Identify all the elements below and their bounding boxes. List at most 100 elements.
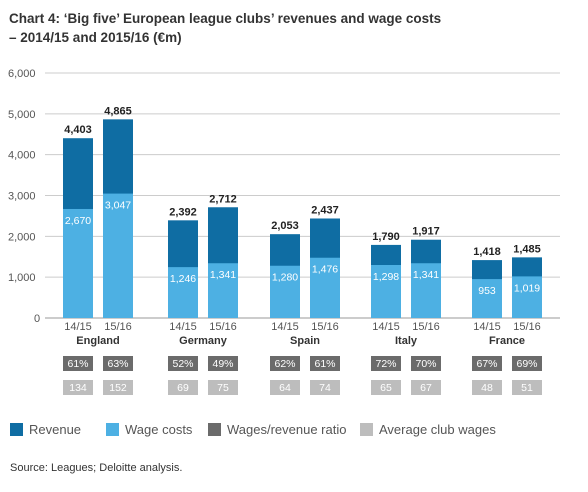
avg-wages-box (371, 380, 401, 395)
revenue-data-label: 2,437 (311, 204, 339, 216)
avg-wages-box (512, 380, 542, 395)
avg-wages-label: 74 (319, 382, 331, 394)
source-note: Source: Leagues; Deloitte analysis. (10, 462, 183, 474)
country-label: Spain (290, 335, 320, 347)
legend-item-revenue: Revenue (10, 422, 81, 437)
y-tick-label: 4,000 (8, 150, 36, 162)
season-tick-label: 14/15 (64, 321, 92, 333)
revenue-data-label: 1,790 (372, 231, 400, 243)
bar-chart: 0 1,000 2,000 3,000 4,000 5,000 6,000 4,403 2,67… (8, 68, 560, 395)
wage-data-label: 3,047 (105, 200, 131, 212)
ratio-box (168, 356, 198, 371)
wage-data-label: 1,341 (413, 269, 439, 281)
legend: Revenue Wage costs Wages/revenue ratio A… (10, 422, 580, 442)
ratio-label: 72% (375, 358, 396, 370)
country-label: Italy (395, 335, 418, 347)
revenue-data-label: 1,418 (473, 246, 501, 258)
ratio-label: 67% (476, 358, 497, 370)
revenue-data-label: 1,485 (513, 243, 541, 255)
ratio-box (371, 356, 401, 371)
ratio-label: 49% (212, 358, 233, 370)
avg-wages-label: 75 (217, 382, 229, 394)
chart-title-line-1: Chart 4: ‘Big five’ European league club… (9, 11, 442, 26)
avg-wages-box (63, 380, 93, 395)
ratio-label: 63% (107, 358, 128, 370)
avg-wages-box (168, 380, 198, 395)
wage-data-label: 1,019 (514, 282, 540, 294)
wage-bar (103, 193, 133, 318)
ratio-label: 62% (274, 358, 295, 370)
ratio-label: 69% (516, 358, 537, 370)
avg-wages-label: 152 (109, 382, 127, 394)
season-tick-label: 15/16 (311, 321, 339, 333)
country-label: France (489, 335, 525, 347)
chart-title-line-2: – 2014/15 and 2015/16 (€m) (9, 30, 182, 45)
wage-data-label: 1,280 (272, 272, 298, 284)
chart-title: Chart 4: ‘Big five’ European league club… (9, 9, 569, 47)
avg-wages-box (270, 380, 300, 395)
legend-label-avg-wages: Average club wages (379, 422, 496, 437)
ratio-label: 52% (172, 358, 193, 370)
ratio-box (411, 356, 441, 371)
wage-bar (411, 263, 441, 318)
wage-bar (512, 276, 542, 318)
avg-wages-box (310, 380, 340, 395)
legend-label-wage-costs: Wage costs (125, 422, 193, 437)
legend-item-avg-wages: Average club wages (360, 422, 496, 437)
revenue-data-label: 2,392 (169, 206, 197, 218)
country-label: England (76, 335, 119, 347)
wage-bar (168, 267, 198, 318)
legend-swatch-ratio (208, 423, 221, 436)
legend-swatch-revenue (10, 423, 23, 436)
y-tick-label: 5,000 (8, 109, 36, 121)
ratio-box (270, 356, 300, 371)
avg-wages-label: 51 (521, 382, 533, 394)
legend-label-revenue: Revenue (29, 422, 82, 437)
avg-wages-box (411, 380, 441, 395)
ratio-label: 61% (67, 358, 88, 370)
ratio-box (310, 356, 340, 371)
season-tick-label: 15/16 (513, 321, 541, 333)
wage-bar (310, 257, 340, 318)
wage-data-label: 953 (478, 285, 496, 297)
ratio-box (103, 356, 133, 371)
revenue-data-label: 2,712 (209, 193, 237, 205)
revenue-data-label: 2,053 (271, 220, 299, 232)
legend-label-ratio: Wages/revenue ratio (227, 422, 347, 437)
ratio-box (512, 356, 542, 371)
ratio-box (208, 356, 238, 371)
wage-data-label: 1,341 (210, 269, 236, 281)
avg-wages-box (472, 380, 502, 395)
wage-data-label: 2,670 (65, 215, 91, 227)
season-tick-label: 15/16 (412, 321, 440, 333)
legend-item-wage-costs: Wage costs (106, 422, 192, 437)
avg-wages-label: 134 (69, 382, 87, 394)
season-tick-label: 15/16 (209, 321, 237, 333)
wage-data-label: 1,246 (170, 273, 196, 285)
y-tick-label: 2,000 (8, 231, 36, 243)
y-tick-label: 3,000 (8, 191, 36, 203)
revenue-data-label: 4,403 (64, 124, 92, 136)
season-tick-label: 14/15 (372, 321, 400, 333)
revenue-data-label: 1,917 (412, 226, 440, 238)
season-tick-label: 15/16 (104, 321, 132, 333)
avg-wages-label: 69 (177, 382, 189, 394)
country-label: Germany (179, 335, 228, 347)
wage-data-label: 1,476 (312, 264, 338, 276)
wage-bar (371, 264, 401, 318)
y-tick-label: 1,000 (8, 272, 36, 284)
legend-item-ratio: Wages/revenue ratio (208, 422, 346, 437)
y-tick-label: 6,000 (8, 68, 36, 80)
avg-wages-label: 64 (279, 382, 291, 394)
legend-swatch-avg-wages (360, 423, 373, 436)
season-tick-label: 14/15 (169, 321, 197, 333)
season-tick-label: 14/15 (271, 321, 299, 333)
wage-data-label: 1,298 (373, 271, 399, 283)
wage-bar (208, 263, 238, 318)
ratio-label: 70% (415, 358, 436, 370)
ratio-label: 61% (314, 358, 335, 370)
y-tick-label: 0 (34, 313, 40, 325)
season-tick-label: 14/15 (473, 321, 501, 333)
avg-wages-label: 65 (380, 382, 392, 394)
avg-wages-label: 67 (420, 382, 432, 394)
